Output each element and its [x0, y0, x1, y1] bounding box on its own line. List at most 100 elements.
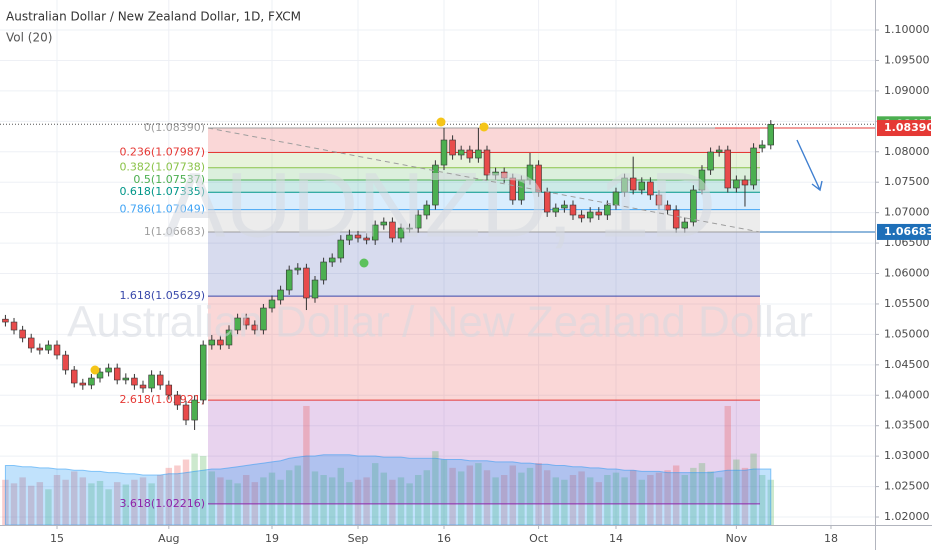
volume-bar — [586, 477, 594, 525]
volume-bar — [432, 451, 439, 525]
candle-body — [690, 189, 697, 223]
volume-bar — [475, 463, 482, 525]
candle-body — [285, 269, 293, 291]
x-tick-label: Nov — [726, 532, 748, 545]
volume-bar — [741, 467, 749, 525]
fib-band — [208, 128, 760, 153]
candle-body — [457, 149, 465, 156]
candle-body — [217, 339, 224, 346]
x-tick-label: 18 — [824, 532, 838, 545]
volume-bar — [139, 477, 147, 525]
volume-bar — [320, 475, 327, 525]
candle-body — [406, 227, 413, 230]
candle-body — [148, 374, 155, 389]
volume-bar — [672, 465, 680, 525]
price-tag — [877, 223, 931, 240]
volume-bar — [612, 472, 620, 525]
candle-body — [251, 324, 259, 331]
candle-body — [698, 169, 706, 191]
candle-body — [724, 149, 732, 189]
y-tick-label: 1.09000 — [884, 84, 930, 97]
candle-body — [569, 204, 577, 216]
volume-bar — [707, 471, 714, 525]
volume-bar — [53, 475, 61, 525]
volume-bar — [277, 479, 284, 525]
candle-body — [414, 214, 422, 229]
candle-body — [156, 374, 164, 386]
candle-body — [36, 347, 44, 351]
volume-bar — [466, 465, 474, 525]
candle-body — [518, 179, 525, 201]
volume-bar — [191, 453, 198, 525]
volume-bar — [36, 482, 44, 525]
marker — [436, 117, 446, 127]
volume-bar — [174, 465, 181, 525]
volume-bar — [655, 472, 663, 525]
candle-body — [681, 221, 689, 229]
candle-body — [397, 227, 405, 239]
candle-body — [328, 257, 336, 263]
x-tick-label: 19 — [265, 532, 279, 545]
candle-body — [182, 404, 190, 421]
volume-bar — [45, 489, 52, 525]
marker — [359, 258, 369, 268]
volume-bar — [303, 405, 310, 525]
volume-bar — [543, 470, 551, 525]
candle-body — [500, 171, 508, 179]
volume-bar — [500, 475, 508, 525]
volume-bar — [380, 472, 388, 525]
candle-body — [88, 377, 95, 386]
x-tick-label: 16 — [437, 532, 451, 545]
candle-body — [113, 367, 121, 381]
candle-body — [10, 321, 18, 331]
candle-body — [122, 377, 130, 381]
volume-bar — [724, 405, 732, 525]
candle-body — [165, 384, 173, 396]
volume-bar — [758, 475, 766, 525]
volume-bar — [294, 465, 302, 525]
candle-body — [655, 194, 663, 206]
volume-bar — [182, 459, 190, 525]
volume-bar — [371, 463, 379, 525]
fib-label: 0.786(1.07049) — [119, 203, 205, 216]
candle-body — [242, 317, 250, 326]
volume-bar — [131, 479, 138, 525]
volume-bar — [629, 470, 637, 525]
volume-bar — [535, 463, 542, 525]
volume-bar — [664, 470, 671, 525]
plot-area: 0(1.08390)0.236(1.07987)0.382(1.07738)0.… — [0, 0, 875, 525]
candle-body — [363, 237, 370, 241]
volume-bar — [638, 479, 646, 525]
candle-body — [389, 221, 396, 239]
arrow — [796, 139, 823, 192]
y-tick-label: 1.05000 — [884, 327, 930, 340]
candle-body — [638, 181, 646, 191]
candle-body — [208, 339, 216, 346]
fib-label: 1.618(1.05629) — [119, 289, 205, 302]
price-tag — [877, 120, 931, 137]
candle-body — [741, 179, 749, 186]
fib-band — [208, 192, 760, 210]
candle-body — [199, 344, 207, 401]
fib-label: 0.236(1.07987) — [119, 146, 205, 159]
candle-body — [131, 377, 138, 386]
volume-bar — [750, 453, 757, 525]
volume-bar — [354, 479, 362, 525]
candle-body — [268, 299, 276, 309]
y-tick-label: 1.03000 — [884, 449, 930, 462]
volume-bar — [27, 485, 35, 525]
fib-label: 0.618(1.07335) — [119, 185, 205, 198]
candle-body — [2, 318, 9, 323]
volume-bar — [552, 477, 560, 525]
candle-body — [758, 144, 766, 149]
candle-body — [552, 207, 560, 213]
fib-label: 0.382(1.07738) — [119, 161, 205, 174]
candle-body — [604, 204, 611, 216]
volume-bar — [70, 471, 78, 525]
volume-bar — [457, 471, 465, 525]
candle-body — [578, 214, 585, 219]
volume-bar — [268, 472, 276, 525]
candle-body — [260, 307, 267, 331]
y-tick-label: 1.07500 — [884, 175, 930, 188]
fib-label: 3.618(1.02216) — [119, 497, 205, 510]
